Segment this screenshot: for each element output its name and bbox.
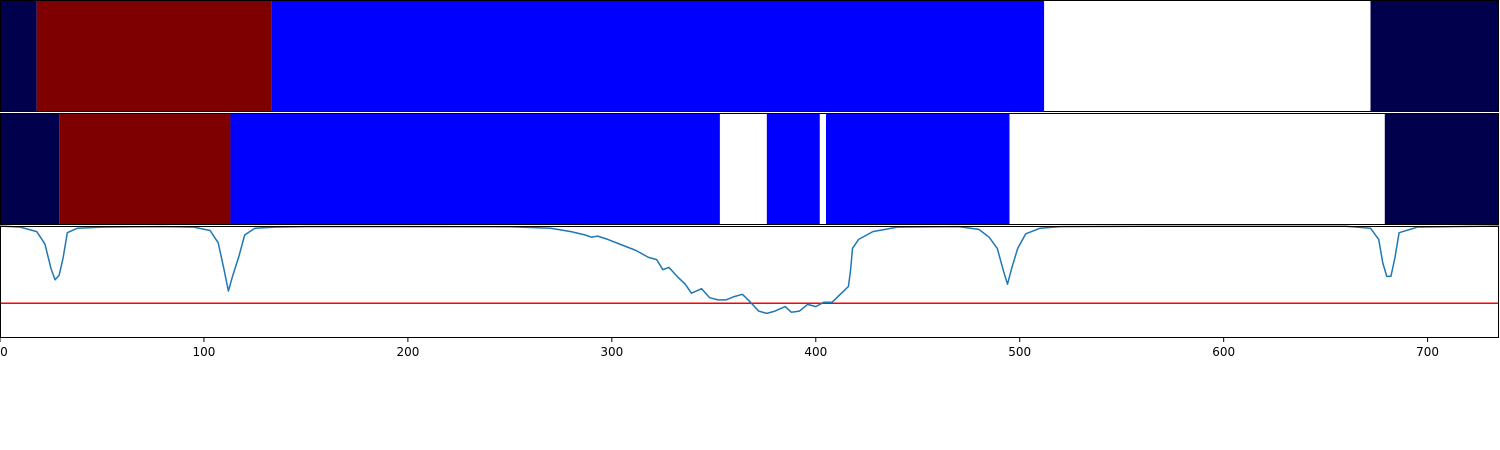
strip-frame <box>0 113 1499 225</box>
x-tick-label: 0 <box>0 345 8 359</box>
x-tick-label: 200 <box>396 345 419 359</box>
middle-segment-strip <box>0 113 1499 225</box>
segment-dark-navy-8 <box>1384 113 1499 225</box>
segment-dark-navy-0 <box>0 113 60 225</box>
segment-blue-4 <box>766 113 820 225</box>
x-tick-label: 700 <box>1416 345 1439 359</box>
segment-empty-3 <box>1044 0 1371 112</box>
segment-blue-2 <box>271 0 1045 112</box>
x-tick-label: 500 <box>1008 345 1031 359</box>
segment-dark-navy-0 <box>0 0 37 112</box>
segment-empty-5 <box>819 113 826 225</box>
segment-dark-red-1 <box>59 113 231 225</box>
x-tick-label: 300 <box>600 345 623 359</box>
segment-blue-2 <box>230 113 720 225</box>
segment-empty-7 <box>1009 113 1385 225</box>
curve-panel <box>0 225 1500 338</box>
strip-frame <box>0 0 1499 112</box>
segment-blue-6 <box>825 113 1010 225</box>
x-tick-label: 400 <box>804 345 827 359</box>
top-segment-strip <box>0 0 1499 112</box>
x-axis: 0 100 200 300 400 500 600 700 <box>0 338 1439 359</box>
x-tick-label: 100 <box>192 345 215 359</box>
segment-dark-navy-4 <box>1370 0 1499 112</box>
curve-frame <box>0 226 1499 338</box>
segment-dark-red-1 <box>36 0 272 112</box>
series-line <box>0 225 1500 315</box>
segment-empty-3 <box>719 113 767 225</box>
x-tick-label: 600 <box>1212 345 1235 359</box>
